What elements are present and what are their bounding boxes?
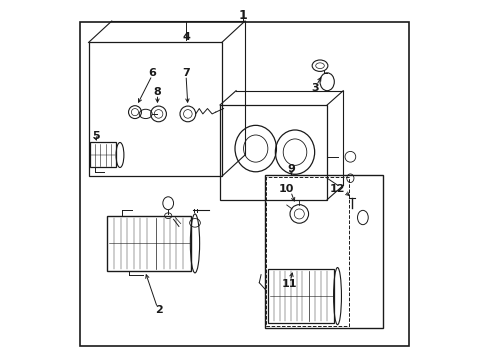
Text: 12: 12	[330, 184, 345, 194]
Text: 8: 8	[153, 87, 161, 97]
Text: 1: 1	[239, 9, 247, 22]
Text: 5: 5	[92, 131, 100, 141]
Text: 6: 6	[148, 68, 156, 78]
Text: 3: 3	[311, 83, 319, 93]
Text: 11: 11	[282, 279, 297, 289]
Text: 10: 10	[278, 184, 294, 194]
Text: 7: 7	[182, 68, 190, 78]
Text: 4: 4	[182, 32, 190, 42]
Text: 2: 2	[155, 305, 163, 315]
Text: 9: 9	[288, 164, 295, 174]
